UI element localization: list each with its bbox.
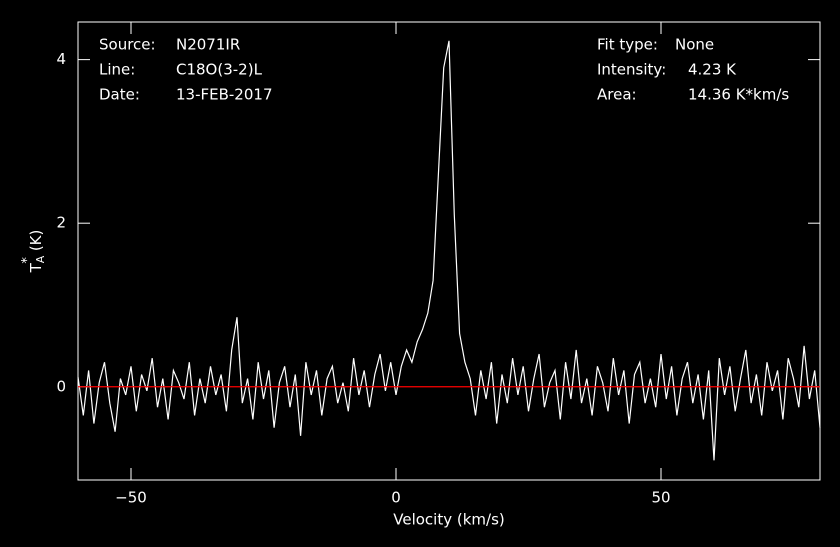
y-label-main: T bbox=[27, 262, 45, 273]
info-value: 4.23 K bbox=[688, 61, 737, 79]
info-key: Fit type: bbox=[597, 36, 658, 54]
info-key: Line: bbox=[99, 61, 135, 79]
x-axis-label: Velocity (km/s) bbox=[393, 511, 504, 529]
info-key: Area: bbox=[597, 86, 637, 104]
x-tick-label: 50 bbox=[651, 489, 670, 507]
y-tick-label: 2 bbox=[56, 214, 66, 232]
y-label-sub: A bbox=[34, 255, 47, 263]
info-value: C18O(3-2)L bbox=[176, 61, 263, 79]
y-axis-label: TA* (K) bbox=[20, 230, 48, 274]
info-value: N2071IR bbox=[176, 36, 240, 54]
x-tick-label: 0 bbox=[391, 489, 401, 507]
y-label-sup: * bbox=[20, 257, 35, 264]
info-key: Date: bbox=[99, 86, 140, 104]
y-label-unit: (K) bbox=[27, 230, 45, 252]
x-tick-label: −50 bbox=[115, 489, 147, 507]
info-value: 13-FEB-2017 bbox=[176, 86, 272, 104]
plot-frame bbox=[77, 21, 821, 481]
info-key: Intensity: bbox=[597, 61, 666, 79]
info-value: None bbox=[675, 36, 714, 54]
info-value: 14.36 K*km/s bbox=[688, 86, 789, 104]
y-tick-label: 4 bbox=[56, 50, 66, 68]
info-key: Source: bbox=[99, 36, 156, 54]
y-tick-label: 0 bbox=[56, 377, 66, 395]
